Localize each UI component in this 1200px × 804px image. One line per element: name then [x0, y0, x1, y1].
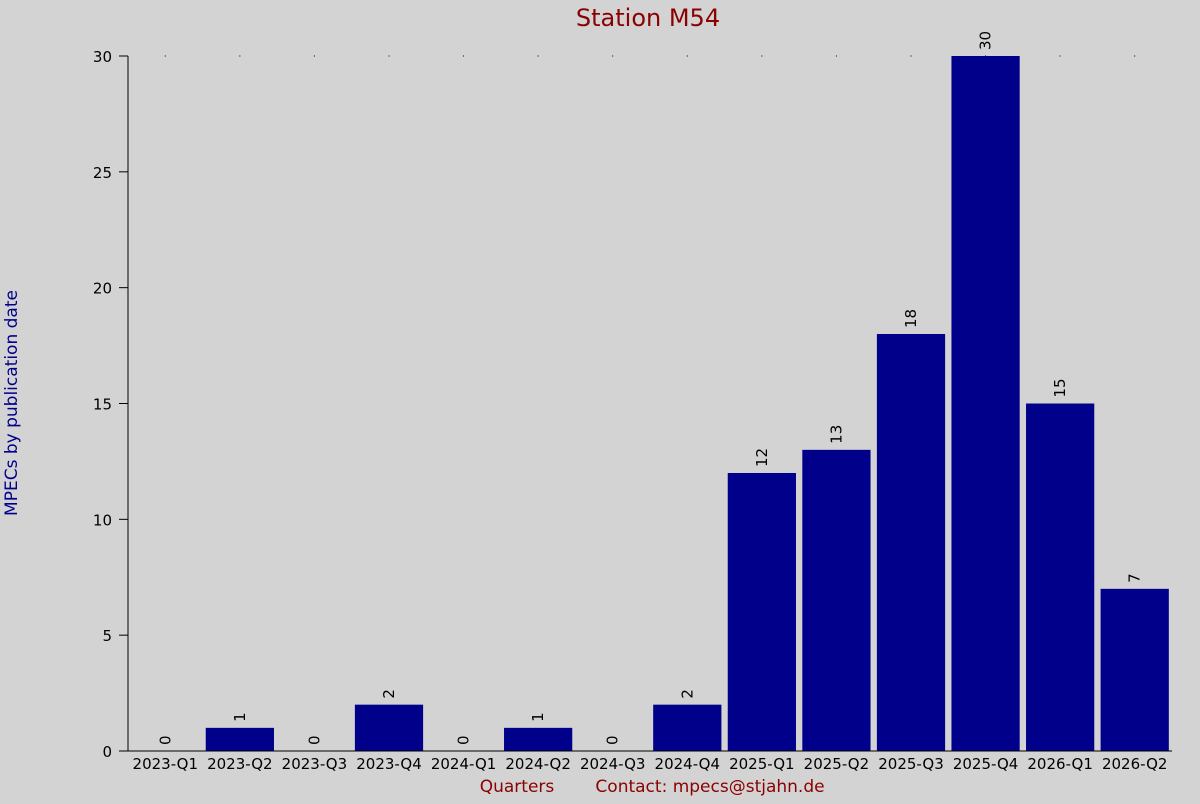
bars: [205, 56, 1169, 751]
data-label: 1: [529, 712, 547, 722]
y-tick-label: 5: [102, 627, 112, 645]
top-dot-marker: [910, 55, 912, 57]
data-label: 7: [1126, 573, 1144, 583]
top-dot-marker: [1059, 55, 1061, 57]
x-tick-label: 2023-Q2: [207, 755, 273, 773]
axes: [119, 56, 1172, 752]
y-tick-label: 25: [93, 164, 112, 182]
x-tick-label: 2023-Q1: [133, 755, 199, 773]
x-tick-label: 2024-Q2: [505, 755, 571, 773]
y-axis-label: MPECs by publication date: [2, 290, 22, 516]
data-label: 0: [156, 735, 174, 745]
data-label: 2: [678, 689, 696, 699]
bar-2024-q2: [504, 727, 573, 751]
top-dot-marker: [164, 55, 166, 57]
y-tick-label: 20: [93, 280, 112, 298]
y-tick-label: 15: [93, 396, 112, 414]
bar-2025-q3: [876, 334, 946, 751]
data-label: 12: [753, 448, 771, 467]
x-tick-label: 2023-Q3: [282, 755, 348, 773]
bar-2025-q1: [727, 473, 796, 751]
data-label: 30: [977, 31, 995, 50]
data-label: 18: [902, 309, 920, 328]
x-tick-label: 2024-Q3: [580, 755, 646, 773]
data-label: 13: [827, 425, 845, 444]
x-tick-label: 2023-Q4: [356, 755, 422, 773]
top-dot-marker: [686, 55, 688, 57]
x-tick-label: 2026-Q2: [1102, 755, 1168, 773]
bar-2026-q2: [1100, 588, 1169, 751]
x-tick-label: 2025-Q1: [729, 755, 795, 773]
bar-2023-q2: [205, 727, 274, 751]
x-tick-label: 2026-Q1: [1027, 755, 1093, 773]
bar-2023-q4: [354, 704, 424, 751]
data-label: 15: [1051, 378, 1069, 397]
top-dot-marker: [388, 55, 390, 57]
x-axis-ticks: 2023-Q1 2023-Q2 2023-Q3 2023-Q4 2024-Q1 2024-…: [133, 755, 1168, 773]
contact-note: Contact: mpecs@stjahn.de: [595, 777, 824, 797]
data-labels: 0 1 0 2 0 1 0 2 12 13 18 30 15 7: [156, 31, 1143, 745]
data-label: 0: [455, 735, 473, 745]
x-tick-label: 2025-Q4: [953, 755, 1019, 773]
y-tick-label: 10: [93, 511, 112, 529]
data-label: 2: [380, 689, 398, 699]
data-label: 1: [231, 712, 249, 722]
top-dot-marker: [835, 55, 837, 57]
bar-2024-q4: [653, 704, 722, 751]
top-dot-marker: [537, 55, 539, 57]
top-dot-marker: [612, 55, 614, 57]
x-tick-label: 2024-Q4: [655, 755, 721, 773]
x-tick-label: 2025-Q3: [878, 755, 944, 773]
x-tick-label: 2024-Q1: [431, 755, 497, 773]
data-label: 0: [604, 735, 622, 745]
top-dot-marker: [761, 55, 763, 57]
bar-2025-q2: [802, 449, 871, 751]
bar-2025-q4: [951, 56, 1020, 751]
chart-title: Station M54: [576, 4, 720, 32]
x-axis-label: Quarters: [480, 777, 555, 797]
y-tick-label: 0: [102, 743, 112, 761]
data-label: 0: [305, 735, 323, 745]
top-dot-marker: [313, 55, 315, 57]
bar-2026-q1: [1026, 403, 1095, 751]
top-dot-marker: [1134, 55, 1136, 57]
top-dot-marker: [463, 55, 465, 57]
top-dot-marker: [239, 55, 241, 57]
x-tick-label: 2025-Q2: [804, 755, 870, 773]
y-tick-label: 30: [93, 48, 112, 66]
